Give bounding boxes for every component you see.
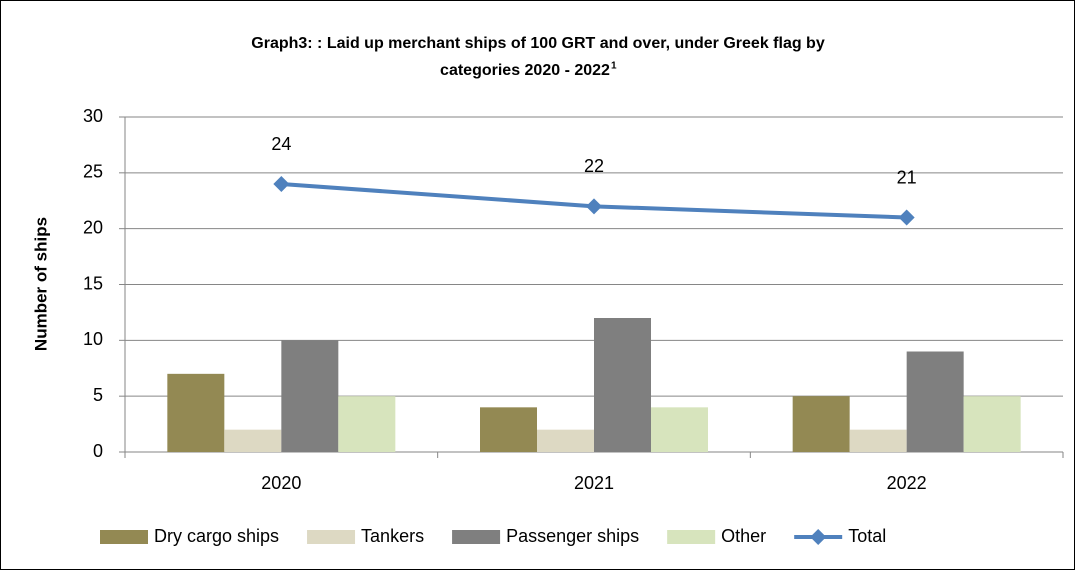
data-label: 24	[271, 134, 291, 154]
y-tick-label: 25	[83, 162, 103, 182]
y-tick-label: 10	[83, 329, 103, 349]
bar	[849, 429, 907, 452]
x-tick-label: 2022	[887, 473, 927, 493]
y-tick-label: 15	[83, 273, 103, 293]
data-label: 21	[897, 167, 917, 187]
y-tick-label: 20	[83, 217, 103, 237]
legend-label: Tankers	[361, 526, 424, 546]
line-marker	[898, 209, 915, 226]
y-axis-label: Number of ships	[31, 217, 50, 351]
legend-swatch	[810, 529, 827, 545]
bar	[651, 407, 708, 452]
chart-title: Graph3: : Laid up merchant ships of 100 …	[251, 35, 825, 52]
legend-swatch	[307, 530, 356, 544]
data-label: 22	[584, 156, 604, 176]
legend-swatch	[667, 530, 716, 544]
y-tick-label: 0	[93, 441, 103, 461]
legend-label: Dry cargo ships	[154, 526, 279, 546]
bar	[338, 396, 396, 452]
line-marker	[273, 176, 290, 192]
bar	[792, 396, 850, 452]
bar	[224, 429, 282, 452]
legend-swatch	[452, 530, 501, 544]
line-marker	[586, 198, 602, 215]
bar	[480, 407, 537, 452]
chart-title: categories 2020 - 2022	[440, 62, 610, 79]
bar	[537, 429, 594, 452]
legend-swatch	[100, 530, 148, 544]
bar	[281, 340, 339, 452]
legend-label: Passenger ships	[506, 526, 639, 546]
bar	[906, 351, 964, 452]
title-superscript: 1	[611, 61, 617, 72]
legend-label: Other	[721, 526, 766, 546]
x-tick-label: 2020	[261, 473, 301, 493]
y-tick-label: 30	[83, 106, 103, 126]
bar	[963, 396, 1021, 452]
bar	[167, 373, 225, 452]
legend-label: Total	[848, 526, 886, 546]
y-tick-label: 5	[93, 385, 103, 405]
x-tick-label: 2021	[574, 473, 614, 493]
bar	[594, 318, 651, 452]
